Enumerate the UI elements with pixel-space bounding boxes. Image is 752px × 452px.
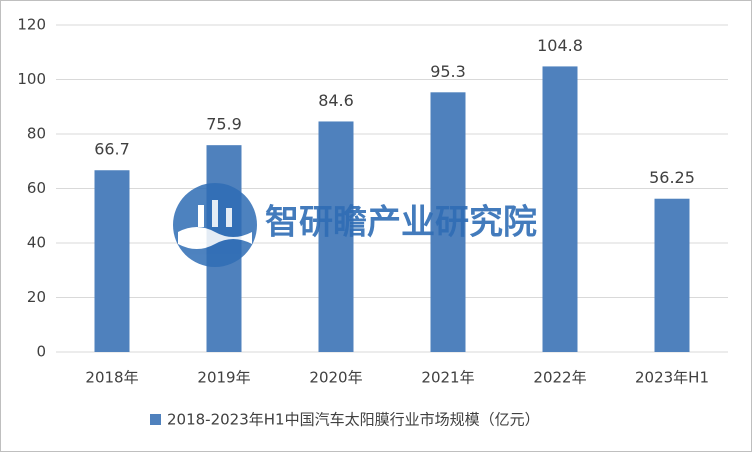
y-tick-label: 80 (27, 125, 46, 143)
legend-label: 2018-2023年H1中国汽车太阳膜行业市场规模（亿元） (167, 411, 540, 429)
x-tick-label: 2023年H1 (635, 369, 709, 387)
value-label: 84.6 (318, 91, 354, 110)
x-tick-label: 2018年 (85, 369, 138, 387)
y-tick-label: 60 (27, 179, 46, 197)
value-label: 95.3 (430, 62, 466, 81)
y-tick-label: 100 (17, 70, 46, 88)
bar (654, 198, 690, 352)
x-tick-label: 2019年 (197, 369, 250, 387)
bar (542, 66, 578, 353)
y-tick-label: 120 (17, 16, 46, 34)
watermark-text: 智研瞻产业研究院 (265, 203, 537, 243)
x-tick-label: 2021年 (421, 369, 474, 387)
y-tick-label: 0 (36, 343, 46, 361)
value-label: 75.9 (206, 115, 242, 134)
value-label: 104.8 (537, 36, 583, 55)
watermark-logo (173, 183, 257, 267)
bar (94, 170, 130, 352)
x-tick-label: 2022年 (533, 369, 586, 387)
y-tick-label: 40 (27, 234, 46, 252)
bar (318, 121, 354, 352)
y-tick-label: 20 (27, 288, 46, 306)
bar (430, 92, 466, 353)
value-label: 56.25 (649, 168, 695, 187)
value-label: 66.7 (94, 140, 130, 159)
x-tick-label: 2020年 (309, 369, 362, 387)
legend-swatch (150, 414, 161, 425)
